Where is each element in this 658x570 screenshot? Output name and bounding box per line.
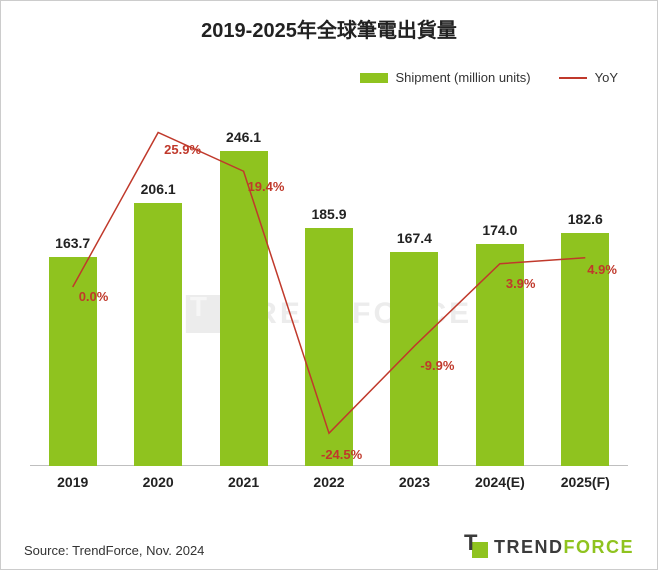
legend-item-bars: Shipment (million units) bbox=[360, 70, 531, 85]
legend-item-line: YoY bbox=[559, 70, 618, 85]
brand-text: TRENDFORCE bbox=[494, 538, 634, 556]
bar-swatch-icon bbox=[360, 73, 388, 83]
x-axis-layer: 2019 2020 2021 2022 2023 2024(E) 2025(F) bbox=[30, 108, 628, 490]
footer: Source: TrendForce, Nov. 2024 T TRENDFOR… bbox=[24, 536, 634, 558]
brand-logo-icon: T bbox=[466, 536, 488, 558]
legend: Shipment (million units) YoY bbox=[360, 70, 619, 85]
x-tick-label: 2025(F) bbox=[561, 474, 610, 490]
legend-bar-label: Shipment (million units) bbox=[396, 70, 531, 85]
x-tick-label: 2023 bbox=[399, 474, 430, 490]
x-tick-label: 2022 bbox=[313, 474, 344, 490]
plot-area: TRENDFORCE 163.7206.1246.1185.9167.4174.… bbox=[30, 108, 628, 490]
chart-title: 2019-2025年全球筆電出貨量 bbox=[0, 14, 658, 43]
brand-logo: T TRENDFORCE bbox=[466, 536, 634, 558]
x-tick-label: 2020 bbox=[143, 474, 174, 490]
x-tick-label: 2019 bbox=[57, 474, 88, 490]
x-tick-label: 2021 bbox=[228, 474, 259, 490]
legend-line-label: YoY bbox=[595, 70, 618, 85]
x-tick-label: 2024(E) bbox=[475, 474, 525, 490]
source-text: Source: TrendForce, Nov. 2024 bbox=[24, 543, 204, 558]
line-swatch-icon bbox=[559, 77, 587, 79]
